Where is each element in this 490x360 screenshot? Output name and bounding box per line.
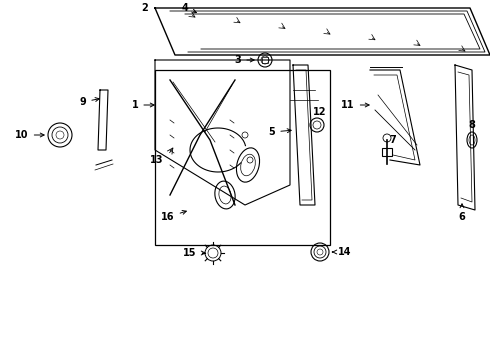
Text: 7: 7 bbox=[390, 135, 396, 145]
Text: 14: 14 bbox=[333, 247, 352, 257]
Text: 12: 12 bbox=[313, 107, 327, 117]
Bar bbox=[155, 70, 330, 245]
Text: 9: 9 bbox=[80, 97, 99, 107]
Text: 13: 13 bbox=[150, 155, 164, 165]
Text: 2: 2 bbox=[142, 3, 148, 13]
Text: 3: 3 bbox=[235, 55, 254, 65]
Text: 11: 11 bbox=[341, 100, 369, 110]
Bar bbox=[262, 57, 268, 63]
Bar bbox=[382, 148, 392, 156]
Text: 10: 10 bbox=[15, 130, 44, 140]
Text: 8: 8 bbox=[468, 120, 475, 130]
Text: 15: 15 bbox=[183, 248, 205, 258]
Text: 4: 4 bbox=[182, 3, 196, 13]
Text: 5: 5 bbox=[269, 127, 291, 137]
Text: 6: 6 bbox=[459, 204, 466, 222]
Text: 16: 16 bbox=[161, 211, 186, 222]
Text: 1: 1 bbox=[132, 100, 154, 110]
